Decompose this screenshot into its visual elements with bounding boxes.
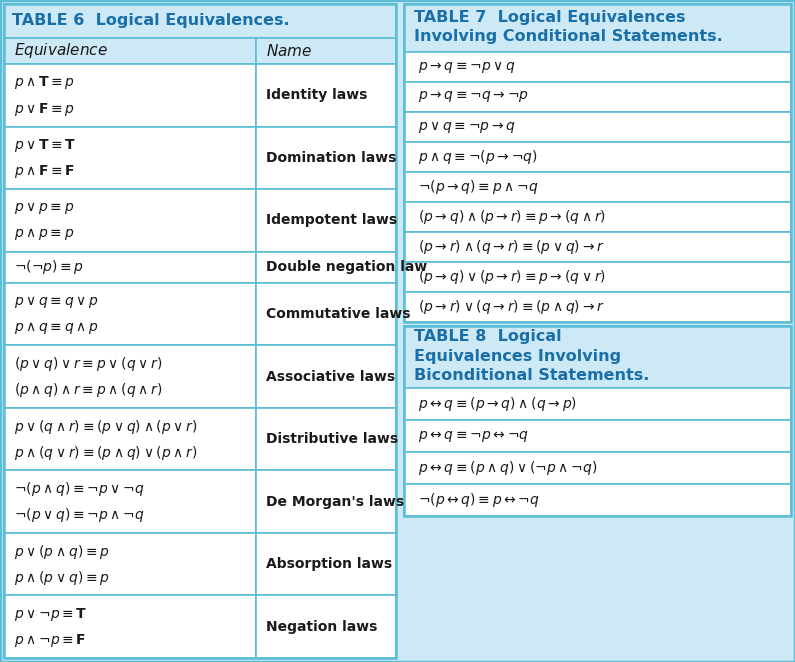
Text: $p \leftrightarrow q \equiv (p \wedge q) \vee (\neg p \wedge \neg q)$: $p \leftrightarrow q \equiv (p \wedge q)… bbox=[418, 459, 597, 477]
Bar bbox=[4, 38, 256, 64]
Text: $(p \rightarrow q) \wedge (p \rightarrow r) \equiv p \rightarrow (q \wedge r)$: $(p \rightarrow q) \wedge (p \rightarrow… bbox=[418, 208, 606, 226]
Text: $p \vee \mathbf{T} \equiv \mathbf{T}$: $p \vee \mathbf{T} \equiv \mathbf{T}$ bbox=[14, 137, 76, 154]
Bar bbox=[404, 292, 791, 322]
Bar bbox=[256, 189, 396, 252]
Bar bbox=[4, 252, 256, 283]
Text: $p \wedge (p \vee q) \equiv p$: $p \wedge (p \vee q) \equiv p$ bbox=[14, 569, 110, 587]
Text: Commutative laws: Commutative laws bbox=[266, 307, 410, 321]
Bar bbox=[4, 346, 256, 408]
Bar bbox=[4, 4, 396, 658]
Text: $p \wedge (q \vee r) \equiv (p \wedge q) \vee (p \wedge r)$: $p \wedge (q \vee r) \equiv (p \wedge q)… bbox=[14, 444, 198, 462]
Bar bbox=[404, 82, 791, 112]
Text: $p \wedge \mathbf{T} \equiv p$: $p \wedge \mathbf{T} \equiv p$ bbox=[14, 74, 75, 91]
Text: Absorption laws: Absorption laws bbox=[266, 557, 392, 571]
Bar bbox=[404, 112, 791, 142]
Text: Identity laws: Identity laws bbox=[266, 88, 367, 102]
Bar bbox=[256, 346, 396, 408]
Text: $p \leftrightarrow q \equiv \neg p \leftrightarrow \neg q$: $p \leftrightarrow q \equiv \neg p \left… bbox=[418, 428, 529, 444]
Text: $\mathit{Name}$: $\mathit{Name}$ bbox=[266, 43, 312, 59]
Text: $p \vee \neg p \equiv \mathbf{T}$: $p \vee \neg p \equiv \mathbf{T}$ bbox=[14, 606, 87, 623]
Text: $p \vee (q \wedge r) \equiv (p \vee q) \wedge (p \vee r)$: $p \vee (q \wedge r) \equiv (p \vee q) \… bbox=[14, 418, 198, 436]
Bar bbox=[404, 52, 791, 82]
Text: $\neg(p \vee q) \equiv \neg p \wedge \neg q$: $\neg(p \vee q) \equiv \neg p \wedge \ne… bbox=[14, 506, 145, 524]
Text: $p \vee q \equiv \neg p \rightarrow q$: $p \vee q \equiv \neg p \rightarrow q$ bbox=[418, 119, 516, 135]
Bar bbox=[404, 4, 791, 52]
Bar bbox=[256, 596, 396, 658]
Bar bbox=[404, 262, 791, 292]
Bar bbox=[404, 326, 791, 516]
Text: $p \wedge q \equiv \neg(p \rightarrow \neg q)$: $p \wedge q \equiv \neg(p \rightarrow \n… bbox=[418, 148, 537, 166]
Bar bbox=[4, 283, 256, 346]
Text: Distributive laws: Distributive laws bbox=[266, 432, 398, 446]
Bar bbox=[4, 533, 256, 596]
Bar bbox=[256, 471, 396, 533]
Bar bbox=[256, 533, 396, 596]
Bar bbox=[404, 484, 791, 516]
Text: $p \wedge p \equiv p$: $p \wedge p \equiv p$ bbox=[14, 226, 75, 242]
Bar bbox=[4, 126, 256, 189]
Bar bbox=[4, 596, 256, 658]
Bar bbox=[256, 126, 396, 189]
Text: $(p \rightarrow r) \vee (q \rightarrow r) \equiv (p \wedge q) \rightarrow r$: $(p \rightarrow r) \vee (q \rightarrow r… bbox=[418, 298, 605, 316]
Bar bbox=[404, 172, 791, 202]
Bar bbox=[4, 408, 256, 471]
Text: $p \vee \mathbf{F} \equiv p$: $p \vee \mathbf{F} \equiv p$ bbox=[14, 101, 75, 118]
Bar bbox=[4, 471, 256, 533]
Text: $p \wedge \neg p \equiv \mathbf{F}$: $p \wedge \neg p \equiv \mathbf{F}$ bbox=[14, 632, 86, 649]
Text: $p \rightarrow q \equiv \neg q \rightarrow \neg p$: $p \rightarrow q \equiv \neg q \rightarr… bbox=[418, 89, 529, 105]
Text: $(p \rightarrow q) \vee (p \rightarrow r) \equiv p \rightarrow (q \vee r)$: $(p \rightarrow q) \vee (p \rightarrow r… bbox=[418, 268, 606, 286]
Text: $p \vee q \equiv q \vee p$: $p \vee q \equiv q \vee p$ bbox=[14, 294, 99, 310]
Bar bbox=[404, 4, 791, 322]
Bar bbox=[4, 4, 396, 38]
Text: $\neg(\neg p) \equiv p$: $\neg(\neg p) \equiv p$ bbox=[14, 258, 84, 276]
Text: $(p \rightarrow r) \wedge (q \rightarrow r) \equiv (p \vee q) \rightarrow r$: $(p \rightarrow r) \wedge (q \rightarrow… bbox=[418, 238, 605, 256]
Text: De Morgan's laws: De Morgan's laws bbox=[266, 495, 404, 508]
Text: Negation laws: Negation laws bbox=[266, 620, 378, 634]
Bar bbox=[256, 283, 396, 346]
Bar bbox=[404, 232, 791, 262]
Text: $(p \wedge q) \wedge r \equiv p \wedge (q \wedge r)$: $(p \wedge q) \wedge r \equiv p \wedge (… bbox=[14, 381, 162, 399]
Bar bbox=[256, 64, 396, 126]
Text: $p \wedge \mathbf{F} \equiv \mathbf{F}$: $p \wedge \mathbf{F} \equiv \mathbf{F}$ bbox=[14, 163, 76, 180]
Bar bbox=[404, 452, 791, 484]
Bar bbox=[4, 189, 256, 252]
Text: Idempotent laws: Idempotent laws bbox=[266, 213, 398, 227]
Text: Domination laws: Domination laws bbox=[266, 151, 397, 165]
Bar bbox=[256, 408, 396, 471]
Text: $p \vee (p \wedge q) \equiv p$: $p \vee (p \wedge q) \equiv p$ bbox=[14, 543, 110, 561]
Bar bbox=[256, 252, 396, 283]
Text: TABLE 8  Logical
Equivalences Involving
Biconditional Statements.: TABLE 8 Logical Equivalences Involving B… bbox=[414, 329, 650, 383]
Text: $p \rightarrow q \equiv \neg p \vee q$: $p \rightarrow q \equiv \neg p \vee q$ bbox=[418, 59, 516, 75]
Text: Associative laws: Associative laws bbox=[266, 369, 395, 384]
Text: $\neg(p \wedge q) \equiv \neg p \vee \neg q$: $\neg(p \wedge q) \equiv \neg p \vee \ne… bbox=[14, 480, 145, 498]
Text: Double negation law: Double negation law bbox=[266, 260, 427, 274]
Text: $(p \vee q) \vee r \equiv p \vee (q \vee r)$: $(p \vee q) \vee r \equiv p \vee (q \vee… bbox=[14, 355, 162, 373]
Text: TABLE 6  Logical Equivalences.: TABLE 6 Logical Equivalences. bbox=[12, 13, 289, 28]
Text: $\mathit{Equivalence}$: $\mathit{Equivalence}$ bbox=[14, 42, 108, 60]
Text: $\neg(p \leftrightarrow q) \equiv p \leftrightarrow \neg q$: $\neg(p \leftrightarrow q) \equiv p \lef… bbox=[418, 491, 540, 509]
Bar bbox=[404, 420, 791, 452]
Bar bbox=[404, 326, 791, 388]
Bar bbox=[404, 202, 791, 232]
Text: $p \vee p \equiv p$: $p \vee p \equiv p$ bbox=[14, 200, 75, 216]
Text: $\neg(p \rightarrow q) \equiv p \wedge \neg q$: $\neg(p \rightarrow q) \equiv p \wedge \… bbox=[418, 178, 538, 196]
Text: $p \leftrightarrow q \equiv (p \rightarrow q) \wedge (q \rightarrow p)$: $p \leftrightarrow q \equiv (p \rightarr… bbox=[418, 395, 577, 413]
Bar bbox=[256, 38, 396, 64]
Text: TABLE 7  Logical Equivalences
Involving Conditional Statements.: TABLE 7 Logical Equivalences Involving C… bbox=[414, 10, 723, 44]
Bar bbox=[404, 388, 791, 420]
Text: $p \wedge q \equiv q \wedge p$: $p \wedge q \equiv q \wedge p$ bbox=[14, 320, 99, 336]
Bar bbox=[404, 142, 791, 172]
Bar bbox=[4, 64, 256, 126]
